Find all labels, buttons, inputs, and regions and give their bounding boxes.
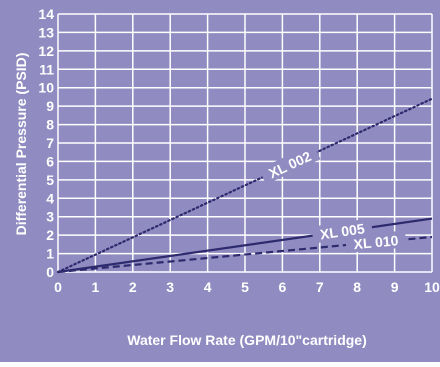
y-tick-label: 1 xyxy=(46,246,54,262)
y-tick-label: 14 xyxy=(38,6,54,22)
y-tick-label: 6 xyxy=(46,153,54,169)
y-tick-label: 8 xyxy=(46,117,54,133)
x-tick-label: 0 xyxy=(54,279,62,295)
y-axis-label: Differential Pressure (PSID) xyxy=(13,53,29,236)
y-tick-label: 12 xyxy=(38,43,54,59)
y-tick-label: 0 xyxy=(46,264,54,280)
x-tick-label: 5 xyxy=(241,279,249,295)
y-tick-label: 3 xyxy=(46,209,54,225)
x-tick-label: 4 xyxy=(204,279,212,295)
y-tick-label: 7 xyxy=(46,135,54,151)
series-label-group: XL 010 xyxy=(345,230,407,253)
series-label-bg xyxy=(258,143,321,185)
x-tick-label: 8 xyxy=(353,279,361,295)
y-tick-label: 9 xyxy=(46,98,54,114)
series-label: XL 010 xyxy=(353,232,399,252)
x-tick-label: 2 xyxy=(129,279,137,295)
y-tick-label: 4 xyxy=(46,190,54,206)
series-line-xl-002 xyxy=(56,97,434,274)
x-tick-label: 7 xyxy=(316,279,324,295)
series-label-bg xyxy=(345,230,407,253)
y-tick-label: 10 xyxy=(38,80,54,96)
x-axis-label: Water Flow Rate (GPM/10"cartridge) xyxy=(127,332,367,348)
x-tick-label: 3 xyxy=(166,279,174,295)
y-tick-label: 13 xyxy=(38,24,54,40)
x-tick-label: 1 xyxy=(92,279,100,295)
x-tick-label: 9 xyxy=(391,279,399,295)
y-tick-label: 11 xyxy=(39,61,54,77)
x-tick-label: 10 xyxy=(424,279,440,295)
y-tick-label: 5 xyxy=(46,172,54,188)
x-tick-label: 6 xyxy=(279,279,287,295)
y-tick-label: 2 xyxy=(46,227,54,243)
